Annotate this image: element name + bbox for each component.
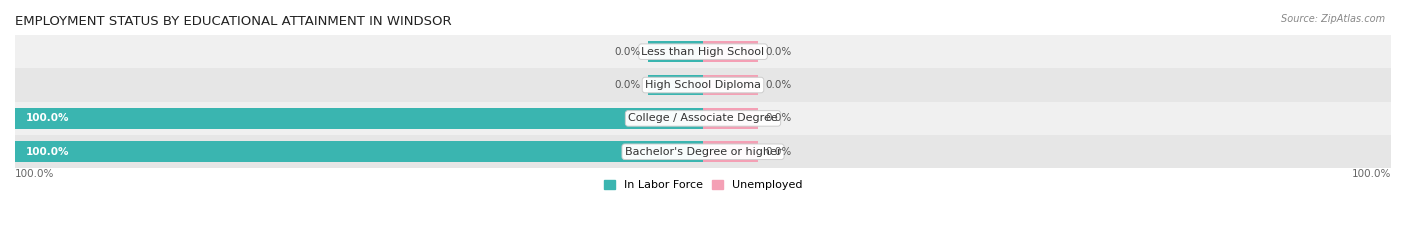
Bar — [15, 68, 1391, 102]
Bar — [15, 108, 703, 129]
Text: 0.0%: 0.0% — [765, 80, 792, 90]
Bar — [15, 135, 1391, 168]
Text: High School Diploma: High School Diploma — [645, 80, 761, 90]
Text: 100.0%: 100.0% — [1351, 169, 1391, 179]
Text: 0.0%: 0.0% — [614, 47, 641, 57]
Bar — [15, 35, 1391, 68]
Text: 0.0%: 0.0% — [765, 47, 792, 57]
Text: EMPLOYMENT STATUS BY EDUCATIONAL ATTAINMENT IN WINDSOR: EMPLOYMENT STATUS BY EDUCATIONAL ATTAINM… — [15, 15, 451, 28]
Bar — [703, 41, 758, 62]
Text: 0.0%: 0.0% — [614, 80, 641, 90]
Text: 100.0%: 100.0% — [15, 169, 55, 179]
Bar — [648, 75, 703, 95]
Bar — [703, 75, 758, 95]
Text: 0.0%: 0.0% — [765, 147, 792, 157]
Text: Bachelor's Degree or higher: Bachelor's Degree or higher — [624, 147, 782, 157]
Bar — [15, 141, 703, 162]
Text: Less than High School: Less than High School — [641, 47, 765, 57]
Bar — [703, 108, 758, 129]
Bar — [648, 41, 703, 62]
Text: College / Associate Degree: College / Associate Degree — [628, 113, 778, 123]
Bar — [703, 141, 758, 162]
Text: 100.0%: 100.0% — [25, 147, 69, 157]
Text: 100.0%: 100.0% — [25, 113, 69, 123]
Legend: In Labor Force, Unemployed: In Labor Force, Unemployed — [599, 175, 807, 195]
Text: 0.0%: 0.0% — [765, 113, 792, 123]
Bar — [15, 102, 1391, 135]
Text: Source: ZipAtlas.com: Source: ZipAtlas.com — [1281, 14, 1385, 24]
